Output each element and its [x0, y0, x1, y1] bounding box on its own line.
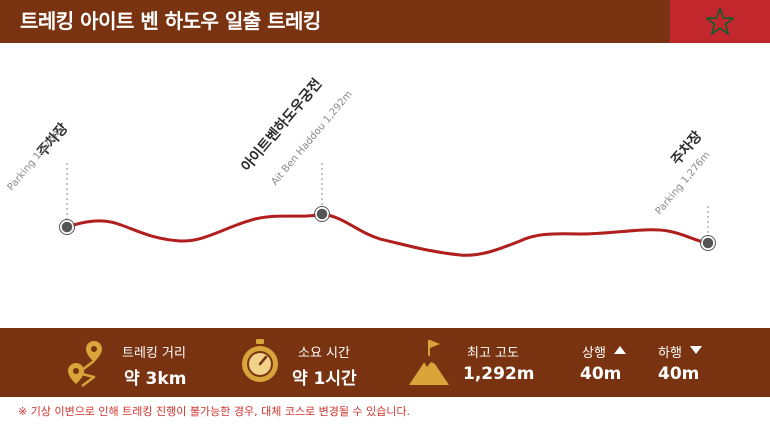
stat-ascent: 상행 40m [578, 328, 648, 397]
distance-label: 트레킹 거리 [122, 346, 186, 361]
stopwatch-icon [242, 339, 278, 382]
stat-descent: 하행 40m [654, 328, 734, 397]
elevation-line [65, 212, 710, 257]
triangle-down-icon [690, 346, 702, 354]
flag-star-icon [705, 7, 735, 35]
footer-note: ※ 기상 이변으로 인해 트레킹 진행이 불가능한 경우, 대체 코스로 변경될… [18, 405, 411, 418]
distance-value: 약 3km [124, 369, 187, 389]
page-title: 트레킹 아이트 벤 하도우 일출 트레킹 [20, 9, 321, 33]
triangle-up-icon [614, 346, 626, 354]
map-pin-route-icon [68, 341, 102, 387]
descent-value: 40m [658, 364, 700, 384]
altitude-label: 최고 고도 [467, 346, 519, 361]
stat-altitude: 최고 고도 1,292m [405, 328, 555, 397]
marker-start [59, 219, 75, 235]
elevation-profile: 주차장 Parking 1,276m 아이트벤하도우궁전 Ait Ben Had… [6, 75, 716, 257]
altitude-value: 1,292m [463, 364, 535, 384]
mountain-flag-icon [409, 340, 449, 385]
ascent-label: 상행 [582, 346, 606, 361]
marker-peak [314, 206, 330, 222]
duration-label: 소요 시간 [298, 346, 350, 361]
ascent-value: 40m [580, 364, 622, 384]
morocco-flag [670, 0, 770, 43]
label-peak-sub: Ait Ben Haddou 1,292m [269, 89, 354, 188]
label-peak-name: 아이트벤하도우궁전 [238, 75, 326, 175]
stat-duration: 소요 시간 약 1시간 [238, 328, 388, 397]
header-bar: 트레킹 아이트 벤 하도우 일출 트레킹 [0, 0, 770, 43]
marker-end [700, 235, 716, 251]
stat-distance: 트레킹 거리 약 3km [62, 328, 212, 397]
descent-label: 하행 [658, 346, 682, 361]
stats-bar: 트레킹 거리 약 3km 소요 시간 약 1시간 최고 고도 1,292m 상행… [0, 328, 770, 397]
label-start-sub: Parking 1,276m [6, 126, 65, 193]
duration-value: 약 1시간 [292, 369, 357, 389]
